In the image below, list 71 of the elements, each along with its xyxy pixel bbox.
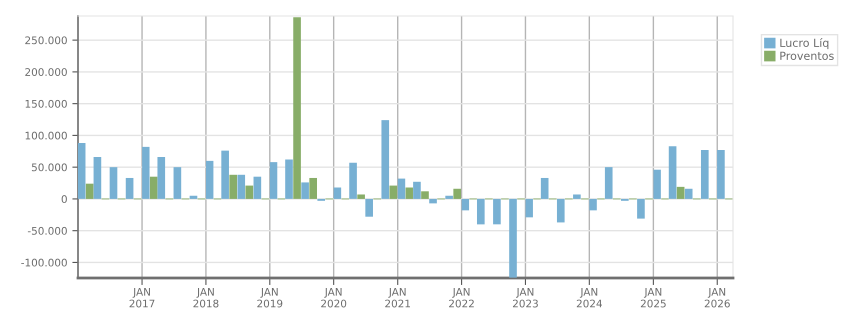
bar (684, 188, 693, 199)
y-tick-label: 50.000 (32, 163, 67, 172)
bar (110, 167, 118, 199)
bar (126, 178, 134, 199)
legend-label: Lucro Líq (780, 38, 828, 50)
bar (94, 157, 102, 199)
bar (556, 198, 565, 222)
bar (421, 191, 429, 199)
x-tick-label: JAN 2024 (576, 288, 602, 308)
bar (389, 186, 398, 199)
bar (717, 150, 725, 199)
bar (526, 198, 533, 218)
bar (668, 146, 676, 199)
bar (309, 178, 317, 199)
x-tick-label: JAN 2023 (512, 288, 538, 308)
bar (285, 160, 293, 199)
bar (476, 198, 485, 224)
bar (221, 150, 229, 199)
bar (245, 186, 254, 199)
bar (381, 120, 390, 199)
bar (142, 146, 150, 199)
bar (637, 198, 645, 219)
bar (493, 198, 501, 224)
bar (413, 182, 421, 199)
y-tick-label: -50.000 (28, 226, 67, 235)
y-tick-label: 250.000 (25, 36, 67, 44)
bar (573, 194, 581, 199)
bar (254, 176, 262, 199)
bar (349, 162, 357, 199)
x-tick-label: JAN 2020 (321, 288, 346, 308)
bar (334, 187, 342, 199)
x-tick-label: JAN 2018 (193, 288, 218, 308)
bar (229, 174, 238, 199)
y-tick-label: -100.000 (21, 258, 67, 267)
bar (293, 17, 301, 199)
bar (190, 196, 198, 199)
bar (157, 157, 166, 199)
bar (174, 167, 182, 199)
bar (445, 196, 453, 199)
x-tick-label: JAN 2025 (640, 288, 666, 308)
y-tick-label: 200.000 (25, 68, 67, 76)
bar (206, 160, 214, 199)
y-tick-label: 100.000 (26, 132, 67, 140)
bar (453, 188, 462, 199)
x-tick-label: JAN 2021 (385, 288, 410, 308)
bar (653, 170, 661, 199)
bar (301, 182, 309, 199)
x-tick-label: JAN 2022 (449, 288, 474, 308)
bar (589, 198, 597, 210)
x-tick-label: JAN 2019 (257, 288, 282, 308)
bar (237, 174, 246, 199)
bar (604, 167, 613, 199)
bar (398, 178, 406, 199)
y-tick-label: 150.000 (26, 100, 67, 108)
bar (676, 186, 684, 199)
x-tick-label: JAN 2017 (130, 288, 154, 308)
bar (365, 198, 373, 217)
bar (150, 176, 158, 199)
bar (270, 162, 278, 199)
bar (462, 198, 470, 210)
bar (429, 198, 437, 204)
bar (406, 187, 413, 199)
bar (509, 198, 517, 278)
y-tick-label: 0 (62, 195, 67, 204)
bar (78, 143, 86, 199)
bar (86, 184, 94, 199)
x-tick-label: JAN 2026 (704, 288, 730, 308)
legend-label: Proventos (780, 52, 834, 60)
bar (700, 150, 709, 199)
bar (540, 178, 549, 199)
bar (357, 194, 365, 199)
